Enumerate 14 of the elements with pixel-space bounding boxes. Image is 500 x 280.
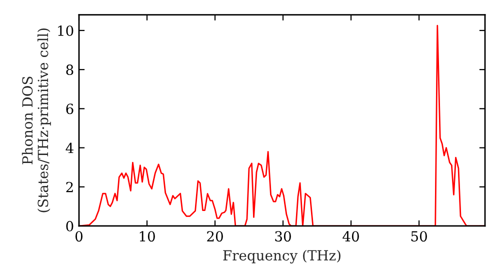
- x-tick-label: 0: [75, 231, 82, 242]
- x-tick-label: 10: [140, 231, 155, 242]
- y-tick-label: 6: [66, 104, 74, 114]
- x-tick-label: 30: [275, 231, 291, 242]
- x-tick-label: 20: [207, 231, 223, 242]
- x-tick-label: 40: [342, 231, 359, 242]
- y-axis-title: Phonon DOS (States/THz·primitive cell): [22, 28, 51, 212]
- x-tick-label: 50: [411, 231, 427, 242]
- x-axis-title: Frequency (THz): [223, 250, 340, 264]
- y-tick-label: 8: [66, 64, 74, 76]
- y-tick-label: 10: [58, 25, 74, 36]
- y-tick-label: 4: [66, 142, 74, 154]
- y-tick-label: 2: [66, 182, 73, 192]
- y-tick-label: 0: [66, 220, 74, 232]
